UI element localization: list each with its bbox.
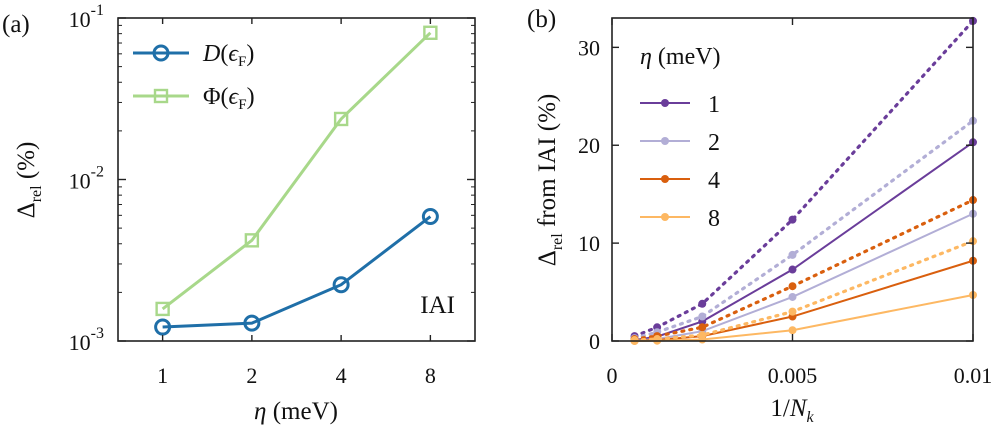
panel-a-x-axis-label: η (meV) [254,398,338,425]
panel-a-point-phi-8 [423,25,438,40]
panel-a-point-phi-2 [244,233,260,248]
panel-b-legend-title: η (meV) [640,44,721,70]
panel-a-series-line-d [162,215,432,329]
panel-b-y-tick-20: 20 [578,133,600,158]
panel-a-point-d-4 [332,276,350,294]
panel-b-legend-label-8: 8 [708,206,720,232]
panel-a: (a) 1 2 4 8 10-1 10-2 10-3 η (meV) Δrel (%) D… [2,2,476,425]
panel-a-series-line-phi [161,31,432,311]
panel-b-y-axis-label: Δrel from IAI (%) [534,94,566,266]
panel-a-point-phi-4 [333,111,349,127]
panel-a-legend: D(ϵF) Φ(ϵF) [133,41,255,113]
panel-b-x-tick-0-01: 0.01 [954,363,993,388]
panel-b-dotted-line-eta-8 [632,239,975,342]
panel-b-dotted-point-eta-8-1 [653,335,662,344]
panel-b-dotted-point-eta-2-2 [698,312,707,321]
legend-marker-phi [153,88,169,104]
legend-label-d: D(ϵF) [202,41,254,70]
panel-a-label: (a) [2,11,30,38]
panel-b-x-tick-0: 0 [607,363,618,388]
panel-a-x-tick-8: 8 [425,363,436,388]
panel-a-x-ticks: 1 2 4 8 [157,18,436,388]
panel-b-dotted-point-eta-2-3 [788,250,797,259]
panel-b-dotted-point-eta-1-2 [698,299,707,308]
panel-b: (b) 0 0.005 0.01 0 10 20 30 1/Nk Δrel from IA… [527,6,992,426]
legend-marker-d [152,44,170,62]
panel-b-legend-marker-8 [661,213,669,221]
panel-b-solid-point-eta-8-3 [788,326,797,335]
panel-a-point-d-8 [421,208,439,226]
panel-a-point-d-2 [243,314,261,332]
panel-b-dotted-point-eta-8-0 [630,336,639,345]
panel-b-dotted-point-eta-4-2 [698,323,707,332]
panel-b-y-ticks: 0 10 20 30 [578,35,973,354]
panel-b-dotted-point-eta-8-3 [788,307,797,316]
panel-a-series [154,25,439,336]
panel-b-solid-point-eta-1-3 [788,265,797,274]
panel-b-legend-label-2: 2 [708,130,720,156]
panel-b-legend-label-1: 1 [708,92,720,118]
panel-a-y-ticks: 10-1 10-2 10-3 [69,2,475,355]
panel-b-dotted-point-eta-8-2 [698,331,707,340]
panel-b-legend-marker-1 [661,99,669,107]
panel-b-label: (b) [527,6,556,33]
panel-a-y-tick-label: 10-1 [69,2,104,32]
panel-b-legend-marker-4 [661,175,669,183]
panel-a-point-d-1 [154,318,172,336]
panel-b-x-axis-label: 1/Nk [770,395,814,426]
panel-b-solid-point-eta-2-3 [788,292,797,301]
panel-b-legend-label-4: 4 [708,168,720,194]
panel-b-legend: η (meV) 1 2 4 8 [640,44,721,232]
panel-b-dotted-point-eta-4-3 [788,282,797,291]
panel-a-point-phi-1 [155,301,170,317]
panel-b-solid-line-eta-1 [634,141,974,342]
panel-b-x-tick-0-005: 0.005 [768,363,818,388]
panel-b-dotted-point-eta-1-3 [788,215,797,224]
panel-b-y-tick-10: 10 [578,231,600,256]
panel-b-legend-marker-2 [661,137,669,145]
panel-b-dotted-line-eta-4 [632,198,975,341]
legend-label-phi: Φ(ϵF) [203,84,255,113]
panel-a-y-tick-label: 10-3 [69,325,104,355]
panel-a-x-tick-4: 4 [336,363,347,388]
panel-a-x-tick-1: 1 [157,363,168,388]
panel-a-y-axis-label: Δrel (%) [13,142,45,219]
panel-b-x-ticks: 0 0.005 0.01 [607,18,993,388]
panel-b-y-tick-0: 0 [589,329,600,354]
panel-b-y-tick-30: 30 [578,35,600,60]
panel-a-y-tick-label: 10-2 [69,164,104,194]
panel-a-x-tick-2: 2 [246,363,257,388]
panel-a-annotation: IAI [420,292,455,319]
